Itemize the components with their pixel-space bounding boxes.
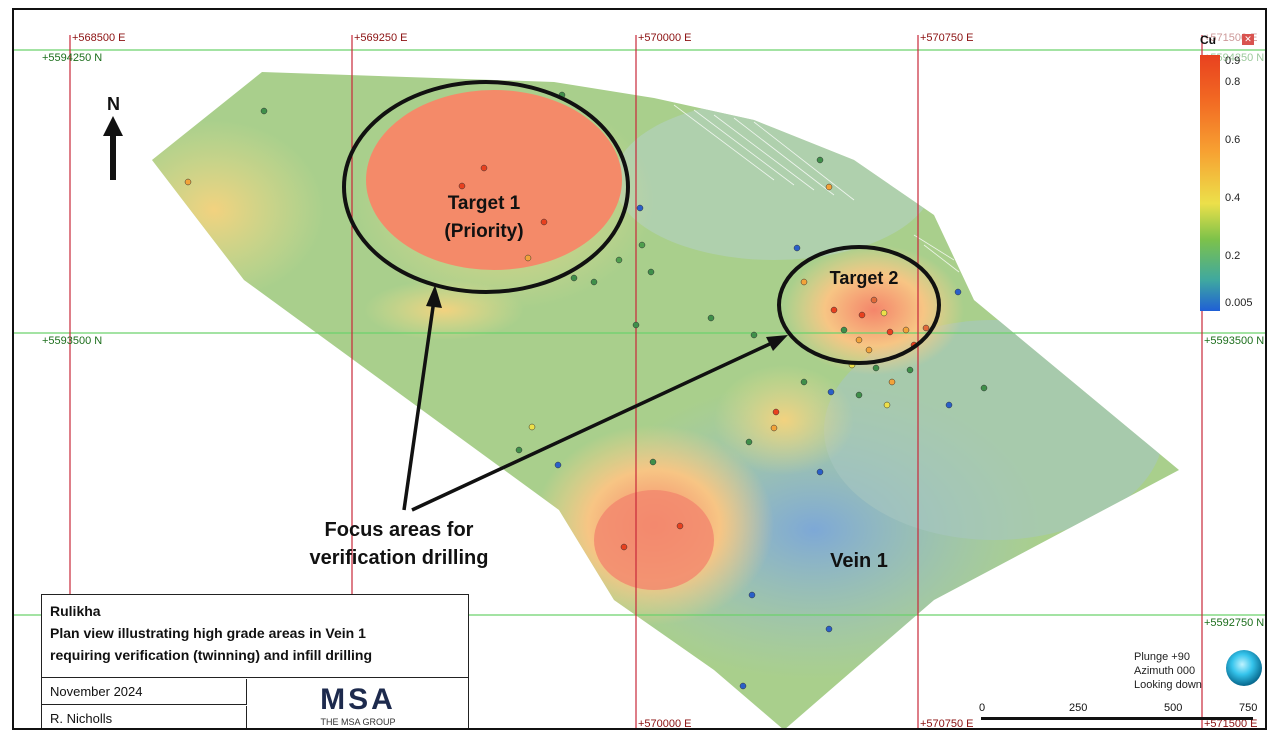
focus-line1: Focus areas for — [324, 519, 474, 541]
plunge-text: Plunge +90 — [1134, 651, 1190, 663]
scale-label: 0 — [979, 702, 986, 714]
northing-label: +5593500 N — [42, 335, 103, 347]
northing-label: +5592750 N — [1204, 617, 1265, 629]
target1-line1: Target 1 — [447, 193, 521, 214]
msa-logo: MSA THE MSA GROUP — [248, 679, 468, 728]
target1-label: Target 1 (Priority) — [409, 190, 559, 246]
project-name: Rulikha — [50, 603, 101, 619]
target1-line2: (Priority) — [444, 221, 524, 242]
focus-arrows — [402, 285, 788, 512]
hatch-area — [673, 104, 960, 273]
north-arrow-icon — [103, 116, 123, 180]
scale-label: 250 — [1069, 702, 1088, 714]
vein-label: Vein 1 — [830, 550, 888, 572]
colorbar — [1200, 55, 1220, 311]
scale-bar: 0 250 500 750 — [969, 702, 1259, 722]
title-block-header: Rulikha Plan view illustrating high grad… — [42, 595, 468, 678]
colorbar-title: Cu — [1200, 33, 1216, 47]
orientation-globe-icon[interactable] — [1226, 650, 1262, 686]
view-info: Plunge +90 Azimuth 000 Looking down — [1134, 650, 1202, 692]
logo-text: MSA — [320, 683, 396, 716]
northing-label: +5593500 N — [1204, 335, 1265, 347]
azimuth-text: Azimuth 000 — [1134, 665, 1196, 677]
description-line1: Plan view illustrating high grade areas … — [50, 625, 366, 641]
map-frame: +568500 E +569250 E +570000 E +570750 E … — [12, 8, 1267, 730]
colorbar-tick: 0.6 — [1225, 134, 1241, 146]
easting-label: +570750 E — [920, 718, 974, 730]
drill-holes — [184, 91, 988, 690]
focus-label: Focus areas for verification drilling — [269, 516, 529, 572]
looking-text: Looking down — [1134, 679, 1202, 691]
easting-label: +570750 E — [920, 32, 974, 44]
colorbar-tick: 0.4 — [1225, 192, 1241, 204]
colorbar-tick: 0.9 — [1225, 55, 1241, 67]
focus-line2: verification drilling — [309, 547, 489, 569]
title-block: Rulikha Plan view illustrating high grad… — [41, 594, 469, 728]
colorbar-tick: 0.005 — [1225, 297, 1253, 309]
target2-circle — [777, 245, 941, 365]
grade-map — [14, 35, 1265, 728]
north-arrow: N — [99, 94, 139, 194]
description-line2: requiring verification (twinning) and in… — [50, 647, 372, 663]
colorbar-tick: 0.2 — [1225, 250, 1241, 262]
northing-label: +5594250 N — [42, 52, 103, 64]
easting-label: +569250 E — [354, 32, 408, 44]
author-cell: R. Nicholls — [42, 706, 247, 728]
colorbar-tick: 0.8 — [1225, 76, 1241, 88]
target1-circle — [342, 80, 630, 294]
close-icon[interactable]: ✕ — [1242, 34, 1254, 45]
easting-label: +571500 E — [1204, 718, 1258, 730]
scale-bar-line — [981, 717, 1253, 720]
date-cell: November 2024 — [42, 679, 247, 705]
north-label: N — [107, 94, 120, 114]
easting-label: +570000 E — [638, 32, 692, 44]
target2-label: Target 2 — [829, 268, 899, 288]
easting-label: +568500 E — [72, 32, 126, 44]
easting-label: +570000 E — [638, 718, 692, 730]
scale-label: 750 — [1239, 702, 1258, 714]
logo-subtitle: THE MSA GROUP — [320, 717, 396, 727]
scale-label: 500 — [1164, 702, 1183, 714]
